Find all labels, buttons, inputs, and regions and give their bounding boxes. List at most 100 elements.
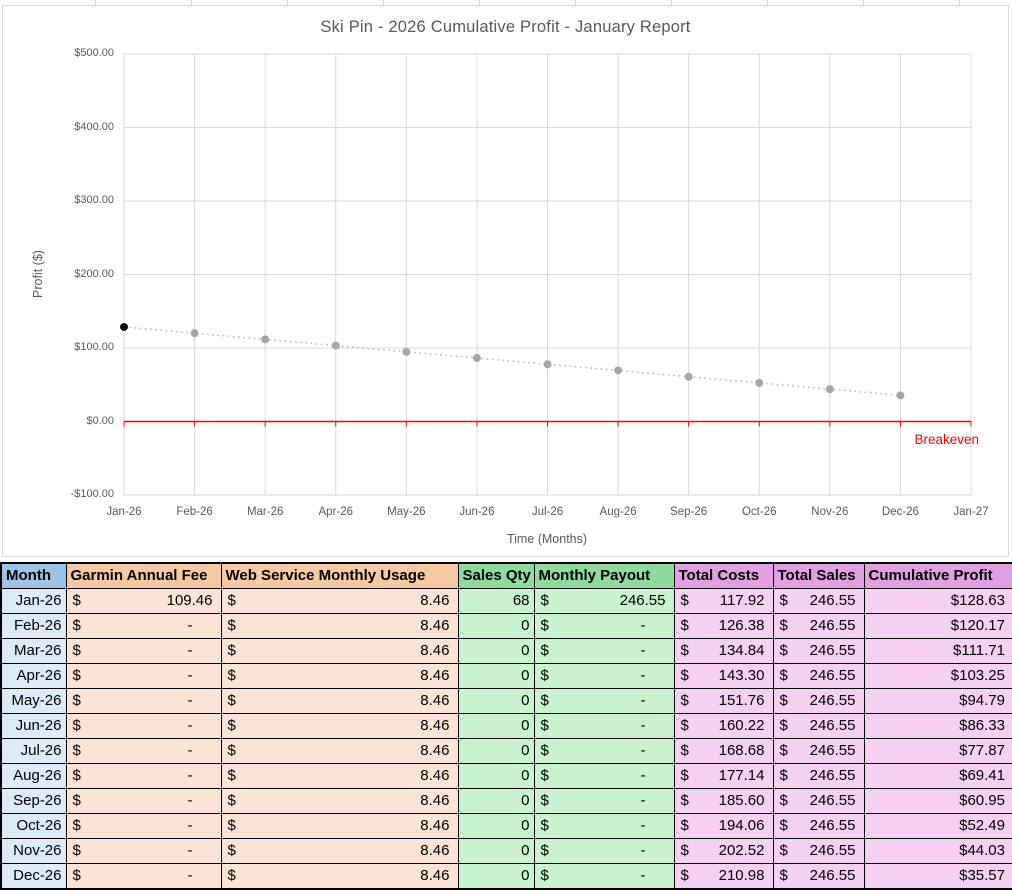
cell-total-sales[interactable]: $246.55 <box>772 588 865 614</box>
cell-sales-qty[interactable]: 0 <box>457 813 535 839</box>
cell-monthly-payout[interactable]: $ - <box>533 638 675 664</box>
column-header-web-service-monthly-usage[interactable]: Web Service Monthly Usage <box>220 562 459 589</box>
data-point-marker[interactable] <box>543 360 552 369</box>
cell-month[interactable]: Jul-26 <box>0 738 67 764</box>
cell-garmin-annual-fee[interactable]: $ - <box>65 713 222 739</box>
data-point-marker[interactable] <box>684 372 693 381</box>
cell-web-service-monthly-usage[interactable]: $8.46 <box>220 588 459 614</box>
cell-total-costs[interactable]: $202.52 <box>673 838 774 864</box>
cell-garmin-annual-fee[interactable]: $ - <box>65 738 222 764</box>
cell-total-sales[interactable]: $246.55 <box>772 863 865 890</box>
data-point-marker[interactable] <box>825 385 834 394</box>
data-point-marker[interactable] <box>120 322 128 331</box>
cell-total-costs[interactable]: $194.06 <box>673 813 774 839</box>
cell-total-sales[interactable]: $246.55 <box>772 638 865 664</box>
cell-month[interactable]: Jan-26 <box>0 588 67 614</box>
cell-garmin-annual-fee[interactable]: $ - <box>65 688 222 714</box>
cell-total-costs[interactable]: $134.84 <box>673 638 774 664</box>
cell-web-service-monthly-usage[interactable]: $8.46 <box>220 663 459 689</box>
column-header-garmin-annual-fee[interactable]: Garmin Annual Fee <box>65 562 222 589</box>
cell-garmin-annual-fee[interactable]: $ - <box>65 613 222 639</box>
cell-cumulative-profit[interactable]: $69.41 <box>863 763 1012 789</box>
cell-monthly-payout[interactable]: $ - <box>533 663 675 689</box>
cell-total-sales[interactable]: $246.55 <box>772 738 865 764</box>
cell-garmin-annual-fee[interactable]: $109.46 <box>65 588 222 614</box>
cell-monthly-payout[interactable]: $ - <box>533 788 675 814</box>
cell-monthly-payout[interactable]: $246.55 <box>533 588 675 614</box>
cell-garmin-annual-fee[interactable]: $ - <box>65 863 222 890</box>
data-point-marker[interactable] <box>614 366 623 375</box>
cell-web-service-monthly-usage[interactable]: $8.46 <box>220 688 459 714</box>
cell-cumulative-profit[interactable]: $120.17 <box>863 613 1012 639</box>
column-header-sales-qty[interactable]: Sales Qty <box>457 562 535 589</box>
cell-total-sales[interactable]: $246.55 <box>772 613 865 639</box>
cell-month[interactable]: Apr-26 <box>0 663 67 689</box>
cell-total-costs[interactable]: $168.68 <box>673 738 774 764</box>
cumulative-profit-chart[interactable]: Ski Pin - 2026 Cumulative Profit - Janua… <box>2 5 1009 557</box>
cell-total-costs[interactable]: $117.92 <box>673 588 774 614</box>
cell-sales-qty[interactable]: 0 <box>457 863 535 890</box>
cell-sales-qty[interactable]: 0 <box>457 838 535 864</box>
data-point-marker[interactable] <box>402 347 411 356</box>
cell-web-service-monthly-usage[interactable]: $8.46 <box>220 788 459 814</box>
cell-month[interactable]: Jun-26 <box>0 713 67 739</box>
cell-monthly-payout[interactable]: $ - <box>533 613 675 639</box>
cell-sales-qty[interactable]: 0 <box>457 688 535 714</box>
cell-total-costs[interactable]: $126.38 <box>673 613 774 639</box>
cell-sales-qty[interactable]: 0 <box>457 638 535 664</box>
cell-cumulative-profit[interactable]: $35.57 <box>863 863 1012 890</box>
cell-garmin-annual-fee[interactable]: $ - <box>65 663 222 689</box>
cell-web-service-monthly-usage[interactable]: $8.46 <box>220 838 459 864</box>
column-header-total-costs[interactable]: Total Costs <box>673 562 774 589</box>
cell-cumulative-profit[interactable]: $44.03 <box>863 838 1012 864</box>
cell-month[interactable]: May-26 <box>0 688 67 714</box>
cell-monthly-payout[interactable]: $ - <box>533 838 675 864</box>
cell-total-costs[interactable]: $160.22 <box>673 713 774 739</box>
cell-cumulative-profit[interactable]: $86.33 <box>863 713 1012 739</box>
cell-month[interactable]: Nov-26 <box>0 838 67 864</box>
cell-web-service-monthly-usage[interactable]: $8.46 <box>220 613 459 639</box>
cell-monthly-payout[interactable]: $ - <box>533 863 675 890</box>
cell-garmin-annual-fee[interactable]: $ - <box>65 813 222 839</box>
cell-garmin-annual-fee[interactable]: $ - <box>65 838 222 864</box>
data-point-marker[interactable] <box>331 341 340 350</box>
cell-cumulative-profit[interactable]: $103.25 <box>863 663 1012 689</box>
cell-sales-qty[interactable]: 0 <box>457 613 535 639</box>
cell-monthly-payout[interactable]: $ - <box>533 813 675 839</box>
cell-sales-qty[interactable]: 0 <box>457 788 535 814</box>
cell-cumulative-profit[interactable]: $52.49 <box>863 813 1012 839</box>
cell-garmin-annual-fee[interactable]: $ - <box>65 763 222 789</box>
cell-cumulative-profit[interactable]: $60.95 <box>863 788 1012 814</box>
cell-total-sales[interactable]: $246.55 <box>772 788 865 814</box>
cell-total-costs[interactable]: $143.30 <box>673 663 774 689</box>
cell-sales-qty[interactable]: 0 <box>457 663 535 689</box>
cell-month[interactable]: Aug-26 <box>0 763 67 789</box>
data-point-marker[interactable] <box>472 354 481 363</box>
cell-month[interactable]: Sep-26 <box>0 788 67 814</box>
cell-web-service-monthly-usage[interactable]: $8.46 <box>220 813 459 839</box>
cell-month[interactable]: Dec-26 <box>0 863 67 890</box>
column-header-total-sales[interactable]: Total Sales <box>772 562 865 589</box>
cell-cumulative-profit[interactable]: $128.63 <box>863 588 1012 614</box>
cell-garmin-annual-fee[interactable]: $ - <box>65 638 222 664</box>
cell-total-costs[interactable]: $210.98 <box>673 863 774 890</box>
column-header-monthly-payout[interactable]: Monthly Payout <box>533 562 675 589</box>
cell-cumulative-profit[interactable]: $111.71 <box>863 638 1012 664</box>
cell-monthly-payout[interactable]: $ - <box>533 738 675 764</box>
data-point-marker[interactable] <box>190 329 199 338</box>
cell-monthly-payout[interactable]: $ - <box>533 688 675 714</box>
column-header-month[interactable]: Month <box>0 562 67 589</box>
cell-total-sales[interactable]: $246.55 <box>772 688 865 714</box>
cell-sales-qty[interactable]: 0 <box>457 738 535 764</box>
cell-cumulative-profit[interactable]: $94.79 <box>863 688 1012 714</box>
cell-total-sales[interactable]: $246.55 <box>772 713 865 739</box>
cell-web-service-monthly-usage[interactable]: $8.46 <box>220 638 459 664</box>
cell-garmin-annual-fee[interactable]: $ - <box>65 788 222 814</box>
cell-month[interactable]: Mar-26 <box>0 638 67 664</box>
data-point-marker[interactable] <box>755 378 764 387</box>
cell-total-costs[interactable]: $185.60 <box>673 788 774 814</box>
cell-web-service-monthly-usage[interactable]: $8.46 <box>220 763 459 789</box>
cell-total-sales[interactable]: $246.55 <box>772 663 865 689</box>
data-point-marker[interactable] <box>896 391 905 400</box>
cell-total-sales[interactable]: $246.55 <box>772 813 865 839</box>
